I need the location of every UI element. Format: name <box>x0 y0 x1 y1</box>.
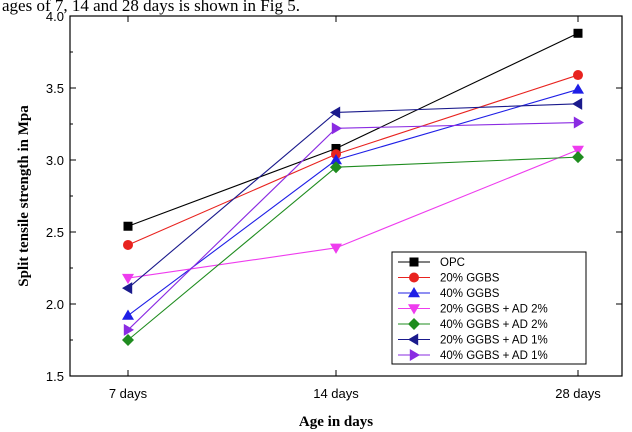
data-point <box>123 323 134 336</box>
legend-label: 40% GGBS <box>440 288 500 300</box>
x-tick-label: 28 days <box>555 386 601 401</box>
legend-label: 20% GGBS + AD 2% <box>440 304 548 316</box>
data-point <box>123 221 133 231</box>
data-point <box>572 97 583 110</box>
x-axis-title: Age in days <box>299 414 373 430</box>
legend-marker <box>408 333 419 346</box>
legend-label: 20% GGBS + AD 1% <box>440 335 548 347</box>
x-tick-label: 14 days <box>313 386 359 401</box>
data-point <box>122 282 133 295</box>
data-point <box>330 154 342 165</box>
data-point <box>330 161 342 174</box>
y-tick-label: 1.5 <box>46 369 64 384</box>
data-point <box>572 145 584 156</box>
legend-label: 40% GGBS + AD 2% <box>440 319 548 331</box>
data-point <box>331 122 342 135</box>
data-point <box>330 106 341 119</box>
data-point <box>330 243 342 254</box>
x-axis: 7 days 14 days 28 days <box>109 16 601 401</box>
data-point <box>122 273 134 285</box>
data-point <box>573 70 583 81</box>
legend-marker <box>408 304 420 315</box>
legend-label: OPC <box>440 257 465 269</box>
y-tick-label: 2.0 <box>46 297 64 312</box>
y-tick-label: 2.5 <box>46 225 64 240</box>
data-point <box>331 143 341 153</box>
y-tick-label: 3.5 <box>46 81 64 96</box>
data-point <box>572 151 584 164</box>
y-axis-title: Split tensile strength in Mpa <box>16 105 32 287</box>
data-point <box>573 28 583 38</box>
series-line <box>127 32 579 227</box>
data-point <box>573 116 584 129</box>
y-tick-label: 4.0 <box>46 9 64 24</box>
data-point <box>123 239 133 250</box>
caption-text: ages of 7, 14 and 28 days is shown in Fi… <box>2 0 300 15</box>
series-markers <box>122 28 584 346</box>
legend-marker <box>408 318 420 330</box>
legend-marker <box>408 287 420 298</box>
data-point <box>122 309 134 320</box>
legend-label: 40% GGBS + AD 1% <box>440 350 548 362</box>
y-axis: 1.5 2.0 2.5 3.0 3.5 4.0 <box>46 9 622 384</box>
legend-marker <box>409 349 420 361</box>
y-tick-label: 3.0 <box>46 153 64 168</box>
data-point <box>572 83 584 94</box>
legend-marker <box>409 272 419 283</box>
legend-label: 20% GGBS <box>440 273 500 285</box>
legend: OPC 20% GGBS 40% GGBS 20% GGBS + AD 2% 40% G… <box>391 251 587 365</box>
legend-marker <box>409 257 419 267</box>
x-tick-label: 7 days <box>109 386 148 401</box>
data-point <box>122 334 134 346</box>
